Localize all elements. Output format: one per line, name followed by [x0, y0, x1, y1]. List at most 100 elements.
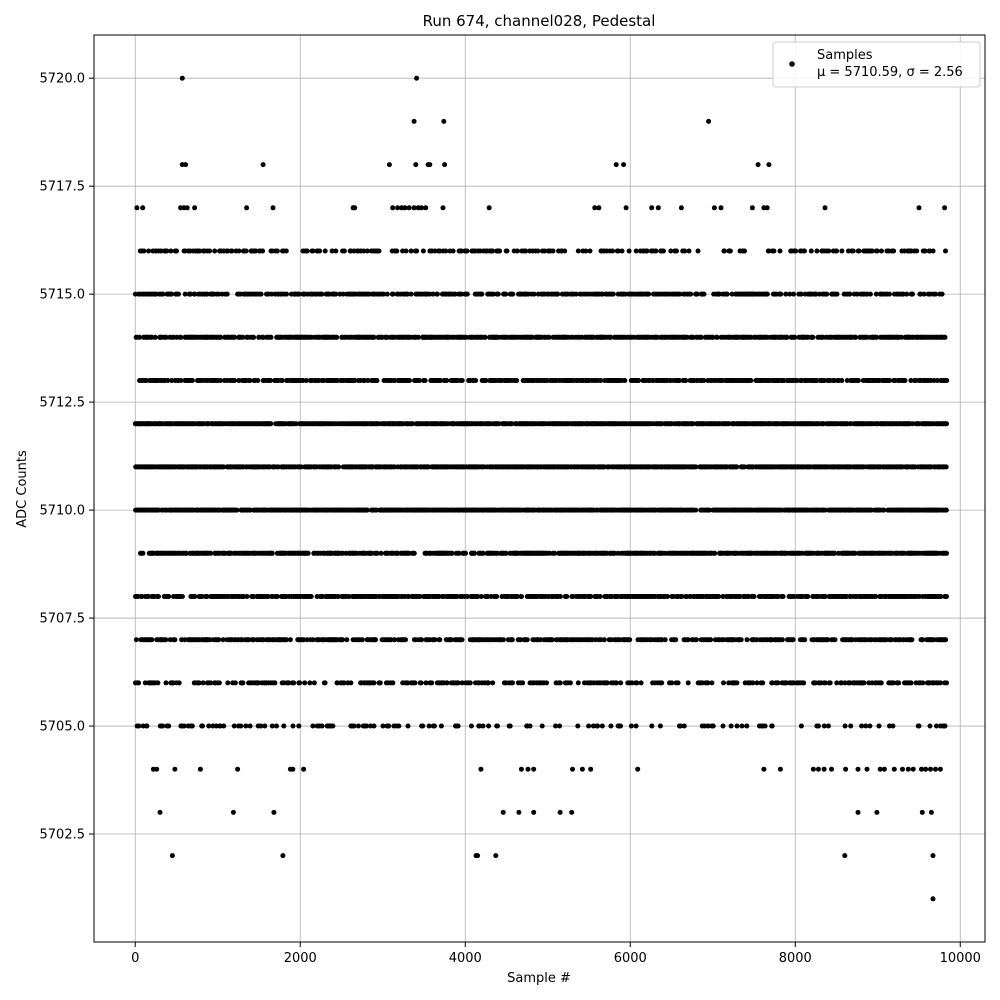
sample-point [514, 594, 520, 599]
sample-point [258, 291, 264, 297]
sample-point [208, 550, 214, 556]
sample-point [464, 291, 470, 297]
sample-point [805, 594, 811, 599]
sample-point [693, 507, 699, 513]
sample-point [944, 550, 949, 556]
sample-point [943, 637, 949, 643]
sample-point [873, 594, 879, 599]
sample-point [712, 550, 718, 556]
sample-point [622, 378, 628, 383]
sample-point [500, 637, 506, 643]
sample-point [140, 550, 146, 556]
sample-point [478, 594, 484, 599]
sample-point [344, 637, 350, 643]
sample-point [234, 507, 240, 513]
sample-point [449, 550, 455, 556]
sample-point [524, 637, 530, 643]
sample-point [693, 637, 699, 643]
sample-point [471, 550, 477, 556]
sample-point [374, 378, 380, 383]
sample-point [255, 378, 261, 383]
sample-point [902, 378, 908, 383]
sample-point [166, 594, 172, 599]
sample-point [336, 464, 342, 470]
sample-point [378, 550, 384, 556]
sample-point [839, 378, 845, 383]
sample-point [944, 421, 949, 427]
sample-point [636, 378, 641, 383]
sample-point [822, 594, 828, 599]
sample-point [790, 637, 796, 643]
sample-point [744, 637, 750, 643]
sample-point [494, 594, 500, 599]
sample-point [417, 594, 423, 599]
sample-point [942, 334, 948, 340]
sample-point [503, 550, 509, 556]
sample-point [810, 334, 816, 340]
sample-point [359, 637, 365, 643]
sample-point [881, 507, 887, 513]
sample-point [938, 594, 944, 599]
sample-point [374, 550, 380, 556]
sample-point [832, 550, 837, 556]
sample-point [422, 378, 428, 383]
sample-point [627, 637, 633, 643]
sample-point [944, 594, 949, 599]
sample-point [557, 594, 563, 599]
sample-point [482, 334, 488, 340]
sample-point [224, 291, 230, 297]
sample-point [748, 378, 754, 383]
sample-point [707, 507, 712, 513]
sample-point [407, 378, 412, 383]
sample-point [473, 378, 479, 383]
sample-point [943, 464, 949, 470]
sample-point [434, 291, 440, 297]
sample-point [364, 507, 370, 513]
sample-point [708, 637, 714, 643]
sample-point [133, 637, 139, 643]
sample-point [509, 637, 515, 643]
sample-point [822, 507, 828, 513]
sample-point [384, 291, 390, 297]
sample-point [287, 637, 293, 643]
sample-point [335, 594, 341, 599]
sample-point [172, 637, 178, 643]
sample-point [944, 378, 950, 383]
sample-point [419, 637, 425, 643]
sample-point [411, 550, 417, 556]
sample-point [601, 637, 607, 643]
sample-point [651, 550, 657, 556]
sample-point [308, 594, 314, 599]
sample-point [152, 334, 158, 340]
sample-point [716, 594, 722, 599]
sample-point [480, 550, 486, 556]
sample-point [463, 550, 468, 556]
sample-point [179, 594, 185, 599]
sample-point [340, 637, 345, 643]
sample-point [943, 507, 949, 513]
sample-point [284, 291, 289, 297]
sample-point [855, 378, 861, 383]
sample-point [244, 594, 250, 599]
sample-point [305, 550, 311, 556]
sample-point [265, 594, 271, 599]
sample-point [163, 637, 169, 643]
sample-point [269, 550, 275, 556]
sample-point [183, 550, 189, 556]
sample-point [456, 550, 462, 556]
sample-point [192, 594, 198, 599]
sample-point [216, 637, 222, 643]
sample-point [334, 334, 340, 340]
sample-point [475, 594, 481, 599]
sample-point [268, 421, 274, 427]
sample-point [552, 550, 557, 556]
sample-point [734, 464, 740, 470]
sample-point [802, 637, 808, 643]
sample-point [597, 594, 603, 599]
sample-point [204, 594, 210, 599]
sample-point [176, 291, 181, 297]
sample-point [780, 594, 786, 599]
sample-point [683, 378, 689, 383]
sample-point [408, 291, 414, 297]
